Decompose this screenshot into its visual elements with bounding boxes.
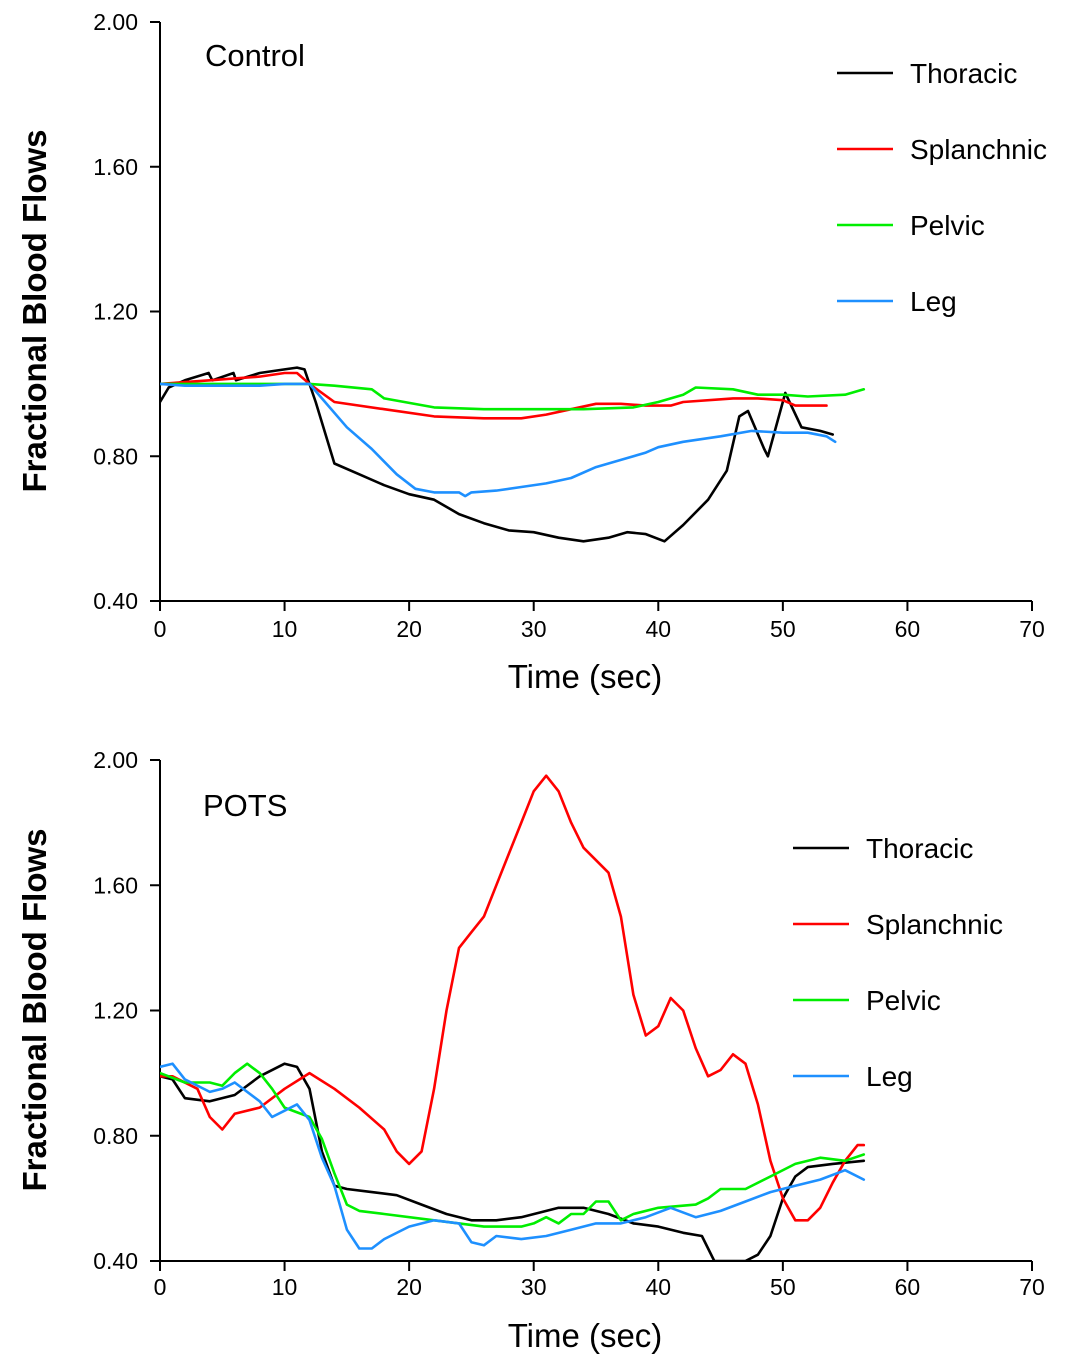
- control-x-tick-label: 50: [770, 616, 796, 642]
- pots-series-pelvic-line: [160, 1062, 866, 1228]
- pots-panel: 0 10 20 30 40 50 60 70 0.40 0.80 1.20 1.60 2.00 Time …: [16, 747, 1045, 1354]
- control-x-tick-label: 40: [645, 616, 671, 642]
- pots-legend-splanchnic-label: Splanchnic: [866, 909, 1003, 940]
- control-series-thoracic-line: [160, 366, 835, 543]
- pots-x-tick-label: 30: [521, 1274, 547, 1300]
- pots-y-tick-label: 1.60: [93, 872, 138, 898]
- pots-x-tick-label: 40: [645, 1274, 671, 1300]
- pots-legend-leg-label: Leg: [866, 1061, 913, 1092]
- pots-y-tick-label: 0.80: [93, 1123, 138, 1149]
- control-series-pelvic-line: [160, 382, 866, 411]
- pots-panel-label: POTS: [203, 788, 287, 823]
- control-x-tick-label: 10: [272, 616, 298, 642]
- pots-x-tick-label: 20: [396, 1274, 422, 1300]
- control-y-axis-label: Fractional Blood Flows: [16, 129, 53, 492]
- pots-x-tick-label: 70: [1019, 1274, 1045, 1300]
- pots-legend-pelvic-label: Pelvic: [866, 985, 941, 1016]
- control-y-tick-label: 1.60: [93, 154, 138, 180]
- control-y-tick-label: 1.20: [93, 299, 138, 325]
- pots-y-axis-label: Fractional Blood Flows: [16, 828, 53, 1191]
- control-x-axis-label: Time (sec): [508, 658, 663, 695]
- control-x-tick-label: 70: [1019, 616, 1045, 642]
- pots-x-tick-label: 0: [154, 1274, 167, 1300]
- control-y-tick-label: 0.40: [93, 588, 138, 614]
- control-legend-thoracic-label: Thoracic: [910, 58, 1017, 89]
- pots-y-tick-label: 2.00: [93, 747, 138, 773]
- control-x-tick-label: 30: [521, 616, 547, 642]
- control-y-tick-label: 0.80: [93, 443, 138, 469]
- pots-y-tick-label: 0.40: [93, 1248, 138, 1274]
- control-panel-label: Control: [205, 38, 305, 73]
- control-series-splanchnic-line: [160, 371, 828, 420]
- control-legend-leg-label: Leg: [910, 286, 957, 317]
- pots-series-leg-line: [160, 1062, 866, 1250]
- control-y-tick-label: 2.00: [93, 9, 138, 35]
- pots-x-tick-label: 60: [895, 1274, 921, 1300]
- pots-series-thoracic-line: [160, 1062, 866, 1261]
- control-panel: 0 10 20 30 40 50 60 70 0.40 0.80 1.20 1.60 2.00 Time …: [16, 9, 1047, 695]
- pots-x-axis-label: Time (sec): [508, 1317, 663, 1354]
- pots-x-tick-label: 50: [770, 1274, 796, 1300]
- control-x-tick-label: 20: [396, 616, 422, 642]
- control-legend-splanchnic-label: Splanchnic: [910, 134, 1047, 165]
- control-x-tick-label: 60: [895, 616, 921, 642]
- pots-y-tick-label: 1.20: [93, 998, 138, 1024]
- pots-x-tick-label: 10: [272, 1274, 298, 1300]
- control-x-tick-label: 0: [154, 616, 167, 642]
- control-legend-pelvic-label: Pelvic: [910, 210, 985, 241]
- pots-legend-thoracic-label: Thoracic: [866, 833, 973, 864]
- control-series-leg-line: [160, 382, 837, 498]
- pots-series-splanchnic-line: [160, 774, 866, 1222]
